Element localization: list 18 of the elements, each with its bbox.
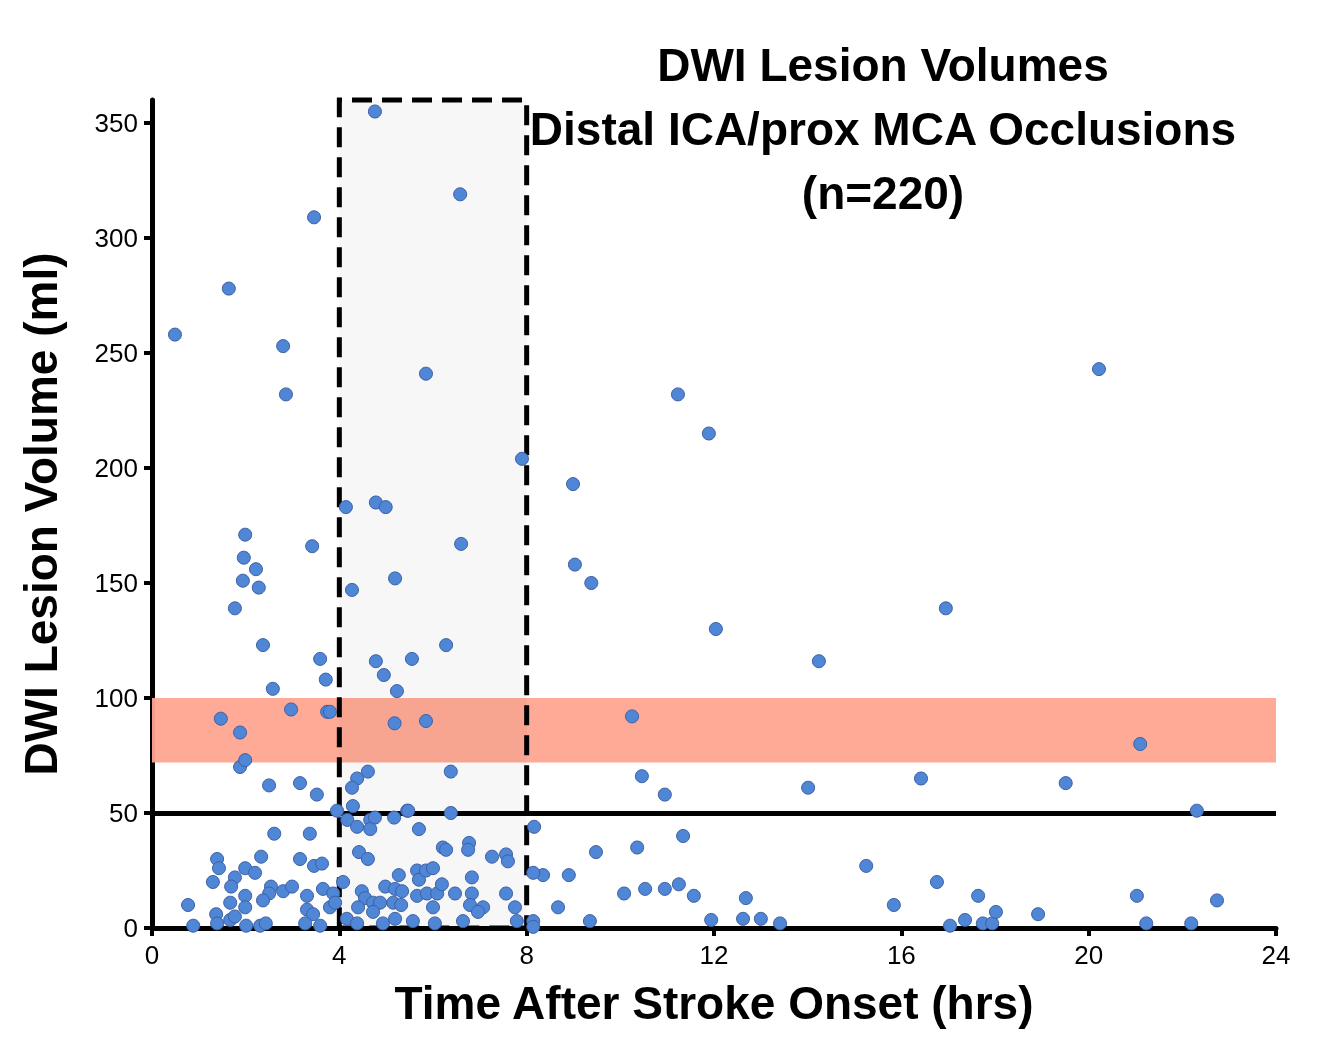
x-tick-label: 8 — [519, 940, 534, 970]
y-tick-label: 250 — [94, 338, 138, 368]
y-tick-label: 50 — [109, 798, 138, 828]
y-axis-title: DWI Lesion Volume (ml) — [15, 252, 67, 776]
x-tick-label: 0 — [144, 940, 160, 970]
y-tick-label: 0 — [123, 913, 138, 943]
y-tick-label: 200 — [94, 453, 138, 483]
y-tick-label: 100 — [94, 683, 138, 713]
y-tick-label: 150 — [94, 568, 138, 598]
y-tick-label: 350 — [94, 108, 138, 138]
x-tick-label: 4 — [332, 940, 347, 970]
x-axis-title: Time After Stroke Onset (hrs) — [394, 977, 1034, 1029]
x-tick-label: 12 — [699, 940, 729, 970]
x-tick-label: 20 — [1074, 940, 1104, 970]
x-tick-label: 16 — [886, 940, 916, 970]
x-tick-label: 24 — [1261, 940, 1291, 970]
y-tick-label: 300 — [94, 223, 138, 253]
chart-title: DWI Lesion Volumes Distal ICA/prox MCA Occlusions (n=220) — [529, 39, 1237, 219]
